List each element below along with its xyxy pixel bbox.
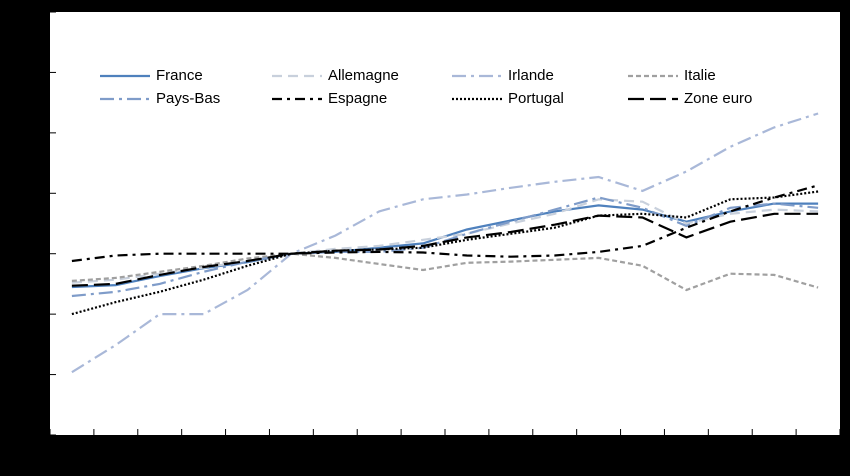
legend-label: Italie: [684, 67, 716, 84]
legend-label: Portugal: [508, 90, 564, 107]
series-line: [71, 198, 819, 284]
series-line: [71, 252, 819, 292]
series-line: [71, 190, 819, 316]
legend-label: France: [156, 67, 203, 84]
legend-label: Irlande: [508, 67, 554, 84]
legend-label: Allemagne: [328, 67, 399, 84]
legend-label: Espagne: [328, 90, 387, 107]
series-line: [71, 184, 819, 263]
plot-area: [50, 12, 840, 435]
legend-label: Pays-Bas: [156, 90, 220, 107]
series-line: [71, 112, 819, 374]
series-line: [71, 212, 819, 287]
legend-label: Zone euro: [684, 90, 752, 107]
